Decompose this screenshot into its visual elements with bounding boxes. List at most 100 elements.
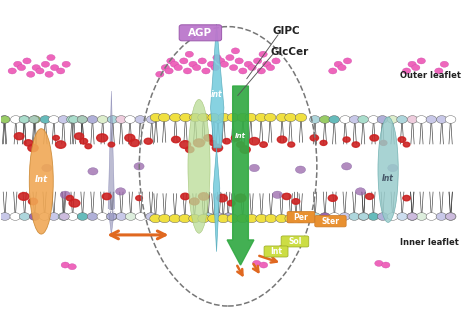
Circle shape bbox=[159, 214, 170, 223]
Circle shape bbox=[253, 260, 261, 266]
Circle shape bbox=[189, 61, 197, 67]
Circle shape bbox=[58, 213, 69, 220]
Circle shape bbox=[80, 138, 88, 144]
Circle shape bbox=[273, 191, 283, 199]
Circle shape bbox=[239, 68, 247, 74]
Circle shape bbox=[380, 140, 387, 145]
Circle shape bbox=[285, 214, 296, 223]
FancyArrow shape bbox=[227, 86, 254, 265]
Circle shape bbox=[186, 146, 194, 153]
Circle shape bbox=[343, 58, 352, 64]
Circle shape bbox=[125, 116, 135, 123]
Text: Int: Int bbox=[107, 209, 116, 214]
Ellipse shape bbox=[188, 99, 210, 233]
Circle shape bbox=[343, 137, 350, 142]
Circle shape bbox=[8, 68, 17, 74]
Circle shape bbox=[180, 113, 191, 122]
Circle shape bbox=[17, 65, 26, 71]
Circle shape bbox=[88, 168, 98, 175]
Circle shape bbox=[257, 68, 265, 74]
Circle shape bbox=[144, 138, 152, 144]
Circle shape bbox=[28, 144, 38, 152]
Circle shape bbox=[204, 135, 213, 141]
Circle shape bbox=[226, 54, 234, 60]
Circle shape bbox=[334, 61, 342, 67]
Circle shape bbox=[39, 213, 50, 220]
Circle shape bbox=[40, 116, 51, 123]
Circle shape bbox=[180, 58, 188, 64]
Circle shape bbox=[218, 214, 229, 223]
Circle shape bbox=[87, 213, 98, 220]
Text: Outer leaflet: Outer leaflet bbox=[400, 72, 461, 81]
Circle shape bbox=[416, 116, 427, 123]
Polygon shape bbox=[213, 148, 220, 252]
Circle shape bbox=[276, 113, 288, 122]
Circle shape bbox=[246, 214, 257, 223]
Circle shape bbox=[10, 213, 20, 220]
Circle shape bbox=[437, 116, 447, 123]
FancyArrowPatch shape bbox=[266, 247, 286, 252]
Circle shape bbox=[397, 213, 408, 220]
Circle shape bbox=[150, 113, 162, 122]
Circle shape bbox=[129, 139, 139, 146]
Circle shape bbox=[199, 193, 209, 200]
Circle shape bbox=[263, 61, 271, 67]
Circle shape bbox=[18, 193, 29, 200]
Circle shape bbox=[320, 140, 327, 145]
Circle shape bbox=[295, 214, 306, 223]
FancyArrowPatch shape bbox=[253, 264, 258, 272]
Circle shape bbox=[338, 65, 346, 71]
Circle shape bbox=[310, 135, 319, 141]
Circle shape bbox=[29, 213, 40, 220]
Circle shape bbox=[41, 61, 50, 67]
Circle shape bbox=[134, 163, 144, 170]
Circle shape bbox=[328, 68, 337, 74]
Circle shape bbox=[171, 61, 179, 67]
Circle shape bbox=[172, 136, 180, 143]
Circle shape bbox=[368, 213, 379, 220]
Circle shape bbox=[136, 196, 142, 201]
Circle shape bbox=[203, 213, 213, 220]
Circle shape bbox=[292, 199, 300, 204]
Circle shape bbox=[214, 213, 224, 220]
Circle shape bbox=[235, 194, 246, 202]
Circle shape bbox=[198, 58, 206, 64]
Circle shape bbox=[36, 68, 44, 74]
Polygon shape bbox=[108, 91, 115, 235]
Circle shape bbox=[28, 198, 37, 205]
Text: GlcCer: GlcCer bbox=[271, 47, 309, 56]
Circle shape bbox=[291, 213, 301, 220]
Circle shape bbox=[19, 116, 30, 123]
Circle shape bbox=[283, 193, 291, 200]
FancyBboxPatch shape bbox=[287, 211, 315, 223]
Circle shape bbox=[260, 142, 267, 147]
Circle shape bbox=[87, 116, 98, 123]
Circle shape bbox=[265, 214, 277, 223]
Circle shape bbox=[358, 213, 369, 220]
Circle shape bbox=[212, 144, 223, 152]
Circle shape bbox=[217, 58, 225, 64]
FancyArrowPatch shape bbox=[259, 256, 277, 262]
FancyBboxPatch shape bbox=[264, 246, 288, 257]
Circle shape bbox=[388, 164, 398, 172]
Circle shape bbox=[126, 213, 136, 220]
Circle shape bbox=[276, 214, 287, 223]
Circle shape bbox=[146, 213, 156, 220]
Circle shape bbox=[256, 214, 267, 223]
Circle shape bbox=[235, 58, 243, 64]
Circle shape bbox=[426, 213, 437, 220]
Circle shape bbox=[231, 48, 239, 54]
Circle shape bbox=[319, 116, 330, 123]
FancyArrowPatch shape bbox=[237, 266, 242, 275]
Circle shape bbox=[237, 113, 249, 122]
Circle shape bbox=[387, 213, 398, 220]
Circle shape bbox=[116, 116, 127, 123]
Circle shape bbox=[136, 213, 146, 220]
Circle shape bbox=[339, 213, 350, 220]
Circle shape bbox=[161, 65, 170, 71]
Circle shape bbox=[74, 133, 83, 139]
Circle shape bbox=[266, 65, 274, 71]
Polygon shape bbox=[210, 24, 224, 148]
Circle shape bbox=[210, 140, 216, 145]
Circle shape bbox=[77, 213, 88, 220]
